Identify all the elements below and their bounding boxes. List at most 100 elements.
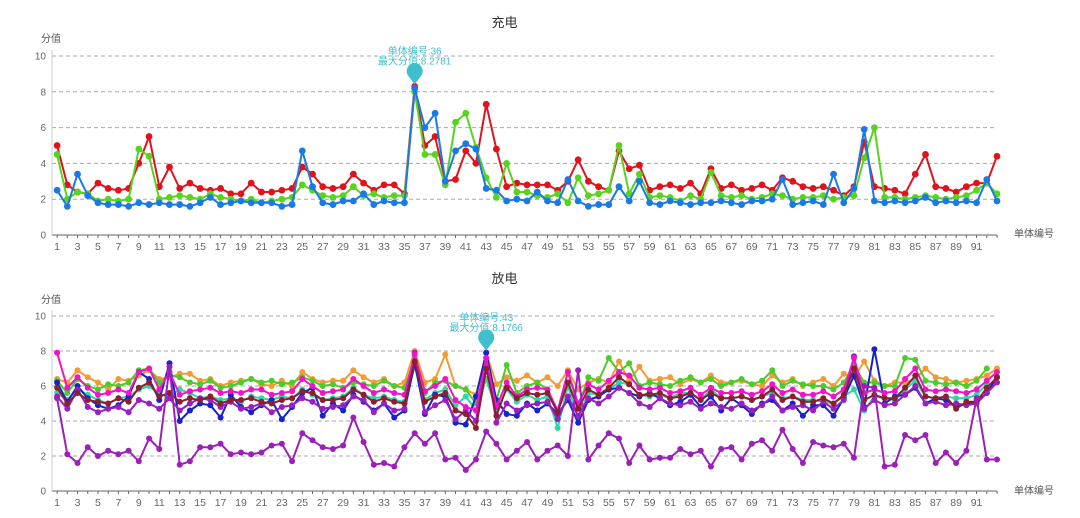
chart2-series-8-point: [472, 456, 479, 463]
chart1-xtick-label: 21: [256, 241, 268, 253]
chart2-series-4-point: [830, 412, 837, 419]
chart1-ytick-label: 2: [40, 195, 46, 206]
chart2-series-7-point: [707, 390, 714, 396]
chart2-series-6-point: [748, 391, 755, 398]
chart2-series-2-point: [125, 379, 132, 386]
chart1-series-2-point: [176, 192, 184, 200]
chart2-series-8-point: [687, 451, 694, 458]
chart1-xtick-label: 37: [419, 241, 431, 253]
chart1-series-3-point: [544, 197, 551, 205]
chart1-series-1-point: [452, 176, 459, 183]
chart2-series-6-point: [432, 383, 439, 389]
chart2-series-6-point: [146, 365, 153, 372]
chart2-xtick-label: 1: [54, 497, 60, 509]
chart2-series-7-point: [983, 384, 990, 391]
chart2-series-6-point: [54, 349, 61, 356]
chart2-series-7-point: [697, 397, 704, 403]
chart1-series-3-point: [871, 197, 878, 205]
chart1-series-1-point: [942, 185, 950, 192]
chart2-series-6-point: [963, 390, 970, 396]
chart2-series-1-point: [340, 377, 347, 384]
chart1-series-1-point: [687, 179, 694, 187]
chart2-series-7-point: [186, 395, 193, 402]
chart1-series-1-point: [329, 185, 337, 192]
chart2-series-6-point: [74, 374, 81, 381]
chart2-series-7-point: [64, 400, 71, 407]
chart1-series-1-point: [104, 185, 112, 192]
chart2-series-2-point: [605, 355, 612, 361]
chart1-series-3-point: [809, 197, 817, 205]
chart2-series-5-point: [840, 397, 847, 403]
chart2-series-8-point: [503, 456, 510, 463]
chart1-xtick-label: 19: [235, 241, 247, 253]
chart1-series-3-point: [74, 170, 81, 178]
chart2-series-5-point: [391, 407, 398, 414]
chart2-series-7-point: [718, 395, 725, 402]
chart2-series-2-point: [983, 365, 990, 372]
chart1-series-1-point: [258, 188, 265, 196]
chart2-series-6-point: [779, 390, 786, 396]
chart2-series-7-point: [942, 393, 949, 400]
chart2-series-6-point: [697, 391, 704, 398]
chart1-series-1-point: [390, 181, 398, 189]
chart2-series-7-point: [207, 393, 214, 400]
chart2-series-8-point: [360, 439, 367, 445]
chart2-xtick-label: 87: [930, 497, 942, 509]
chart2-series-6-point: [564, 369, 571, 375]
chart2-series-5-point: [769, 393, 776, 400]
chart2-series-8-point: [391, 463, 398, 470]
chart1-series-3-point: [636, 177, 643, 185]
chart1-xtick-label: 15: [194, 241, 206, 253]
chart2-series-5-point: [452, 416, 459, 423]
chart1-series-1-point: [932, 183, 940, 191]
chart2-series-5-point: [84, 404, 91, 410]
chart2-series-2-point: [370, 383, 377, 389]
chart1-ylabel: 分值: [41, 32, 61, 45]
chart2-series-1-point: [759, 383, 766, 389]
chart1-series-2-point: [503, 160, 511, 167]
chart2-series-1-point: [74, 367, 81, 374]
chart2-series-8-point: [769, 447, 776, 454]
chart2-series-8-point: [759, 437, 766, 444]
chart2-series-5-point: [176, 407, 183, 414]
chart1-series-1-point: [901, 190, 909, 198]
chart2-series-7-point: [452, 407, 459, 414]
chart2-series-7-point: [442, 390, 449, 396]
chart2-xtick-label: 15: [194, 497, 206, 509]
chart1-series-1-point: [196, 185, 204, 192]
chart1-series-3-point: [554, 199, 562, 207]
chart2-series-6-point: [850, 355, 857, 361]
chart2-series-7-point: [605, 384, 612, 391]
chart2-series-8-point: [432, 430, 439, 437]
chart2-series-5-point: [381, 400, 388, 407]
chart2-xtick-label: 37: [419, 497, 431, 509]
chart1-xtick-label: 43: [480, 241, 492, 253]
chart1-series-3-point: [63, 202, 71, 210]
chart2-series-8-point: [156, 446, 163, 452]
chart2-series-8-point: [350, 414, 357, 421]
chart2-series-7-point: [820, 395, 827, 402]
chart2-series-7-point: [74, 390, 81, 396]
chart2-series-8-point: [146, 435, 153, 442]
chart2-series-6-point: [411, 351, 418, 358]
chart1-xtick-label: 11: [154, 241, 165, 253]
chart2-series-7-point: [370, 398, 377, 405]
chart1-series-3-point: [390, 199, 398, 207]
chart1-series-3-point: [268, 199, 276, 207]
chart2-series-4-point: [278, 416, 285, 423]
chart1-series-3-point: [850, 185, 858, 192]
chart2-series-1-point: [942, 376, 949, 382]
chart1-series-3-point: [94, 199, 102, 207]
chart2-series-6-point: [922, 386, 929, 393]
chart1-series-3-point: [452, 147, 459, 155]
chart2-series-1-point: [667, 374, 674, 381]
chart2-xtick-label: 43: [480, 497, 492, 509]
chart2-series-2-point: [197, 381, 204, 388]
chart2-series-5-point: [994, 379, 1000, 386]
chart1-series-1-point: [799, 183, 807, 191]
chart2-series-2-point: [278, 381, 285, 388]
chart2-series-8-point: [667, 454, 674, 461]
chart2-series-2-point: [381, 377, 388, 384]
chart2-series-6-point: [258, 386, 265, 393]
chart2-series-2-point: [248, 376, 255, 382]
